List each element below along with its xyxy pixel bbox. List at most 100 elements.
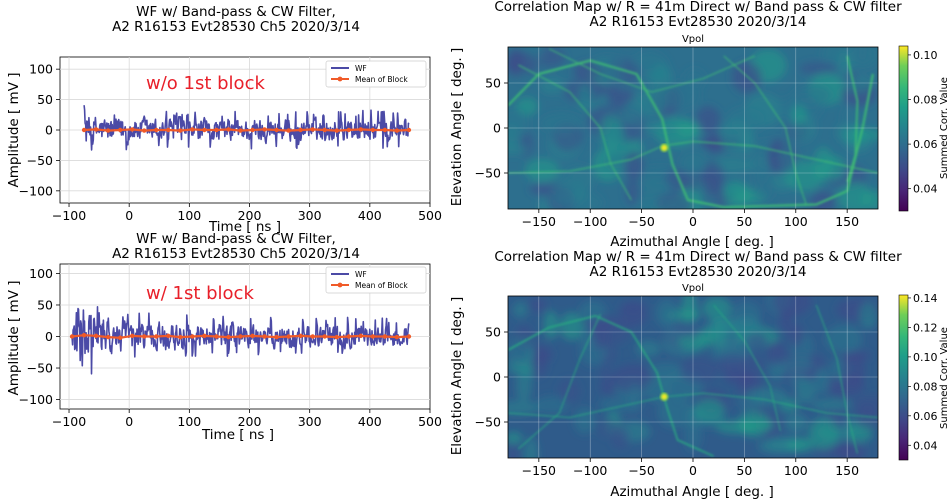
map-top-ylabel: Elevation Angle [ deg. ]	[449, 48, 465, 207]
heatmap-cell	[508, 357, 527, 375]
heatmap-cell	[852, 394, 878, 413]
heatmap-cell	[590, 319, 631, 346]
x-tick-label: 0	[125, 414, 133, 429]
heatmap-peak	[660, 392, 669, 401]
mean-of-block-line	[84, 128, 409, 132]
heatmap-cell	[518, 70, 534, 81]
heatmap-cell	[508, 431, 523, 445]
mean-of-block-point	[105, 128, 111, 133]
heatmap-cell	[716, 353, 746, 375]
wf-top-annotation: w/o 1st block	[146, 73, 265, 94]
mean-of-block-point	[250, 333, 255, 339]
heatmap-cell	[679, 357, 719, 384]
wf-bottom-annotation: w/ 1st block	[146, 283, 254, 304]
heatmap-fringe	[508, 59, 874, 209]
heatmap-cell	[609, 109, 635, 123]
x-tick-label: 150	[835, 214, 859, 229]
heatmap-cell	[719, 120, 754, 153]
heatmap-cell	[732, 301, 761, 327]
y-tick-label: 50	[37, 297, 53, 312]
mean-of-block-point	[81, 333, 87, 338]
heatmap-cell	[698, 327, 716, 343]
heatmap-fringe	[846, 55, 859, 183]
mean-of-block-point	[334, 334, 339, 340]
map-top-colorbar-label: Summed Corr. Value	[939, 77, 950, 179]
mean-of-block-point	[226, 334, 231, 340]
mean-of-block-point	[166, 333, 171, 339]
mean-of-block-point	[262, 127, 267, 132]
heatmap-peak	[660, 143, 669, 152]
wf-top-ticks: −100 0 100 200 300 400 500 −100 −50 0 50 100	[19, 62, 442, 223]
x-tick-label: −100	[52, 208, 86, 223]
heatmap-cell	[650, 63, 673, 96]
heatmap-fringe	[518, 64, 632, 201]
y-tick-label: 100	[29, 266, 53, 281]
heatmap-cell	[788, 323, 805, 347]
mean-of-block-point	[166, 127, 171, 133]
heatmap-cell	[715, 420, 757, 435]
mean-of-block-point	[322, 127, 327, 133]
wf-bottom-ylabel: Amplitude [ mV ]	[6, 281, 22, 396]
corr-map-panel-top: Correlation Map w/ R = 41m Direct w/ Ban…	[449, 0, 950, 250]
colorbar-tick-label: 0.06	[913, 138, 938, 151]
mean-of-block-point	[214, 127, 219, 133]
heatmap-cell	[846, 426, 873, 443]
heatmap-cell	[627, 384, 643, 412]
wf-top-legend-box	[325, 60, 427, 88]
heatmap-cell	[859, 301, 878, 329]
x-tick-label: 0	[125, 208, 133, 223]
y-tick-label: 50	[37, 92, 53, 107]
heatmap-cell	[635, 196, 660, 209]
heatmap-cell	[573, 61, 603, 82]
heatmap-cell	[702, 296, 732, 320]
y-tick-label: 0	[45, 123, 53, 138]
x-tick-label: −100	[573, 214, 607, 229]
mean-of-block-point	[202, 333, 207, 339]
mean-of-block-point	[382, 127, 388, 133]
map-top-subtitle: Vpol	[682, 34, 704, 45]
map-bottom-subtitle: Vpol	[682, 283, 704, 294]
x-tick-label: 200	[238, 414, 262, 429]
heatmap-cell	[523, 437, 539, 458]
heatmap-cell	[861, 189, 878, 209]
x-tick-label: 0	[689, 214, 697, 229]
heatmap-cell	[778, 399, 800, 412]
heatmap-cell	[663, 81, 701, 110]
x-tick-label: −50	[628, 463, 654, 478]
y-tick-label: 0	[45, 329, 53, 344]
mean-of-block-point	[117, 127, 123, 133]
heatmap-cell	[539, 113, 583, 133]
colorbar-tick-label: 0.10	[913, 49, 938, 62]
mean-of-block-point	[190, 127, 195, 132]
heatmap-cell	[607, 89, 635, 103]
heatmap-fringes	[508, 304, 878, 457]
heatmap-cell	[841, 106, 857, 129]
wf-bottom-legend: WF Mean of Block	[325, 266, 427, 294]
heatmap-cell	[754, 188, 774, 200]
heatmap-cell	[753, 168, 771, 188]
x-tick-label: 150	[835, 463, 859, 478]
heatmap-cell	[811, 398, 851, 411]
wf-top-legend: WF Mean of Block	[325, 60, 427, 88]
x-tick-label: −100	[573, 463, 607, 478]
waveform-panel-bottom: WF w/ Band-pass & CW Filter, A2 R16153 E…	[6, 231, 442, 443]
wf-top-legend-mean-label: Mean of Block	[355, 75, 408, 84]
heatmap-cell	[647, 361, 685, 382]
colorbar-tick-label: 0.06	[913, 410, 938, 423]
y-tick-label: −50	[27, 153, 53, 168]
mean-of-block-point	[117, 335, 123, 340]
colorbar-tick-label: 0.08	[913, 94, 938, 107]
mean-of-block-point	[370, 127, 376, 133]
heatmap-cell	[512, 301, 528, 318]
wf-top-title-line1: WF w/ Band-pass & CW Filter,	[136, 4, 336, 20]
heatmap-fringe	[548, 48, 755, 93]
mean-of-block-point	[298, 333, 303, 339]
mean-of-block-point	[358, 127, 364, 132]
map-bottom-heatmap	[508, 296, 878, 458]
heatmap-cell	[530, 352, 547, 378]
heatmap-cell	[837, 49, 853, 76]
heatmap-fringes	[508, 48, 878, 209]
mean-of-block-point	[346, 334, 351, 339]
mean-of-block-point	[394, 334, 400, 340]
heatmap-cell	[635, 340, 661, 358]
